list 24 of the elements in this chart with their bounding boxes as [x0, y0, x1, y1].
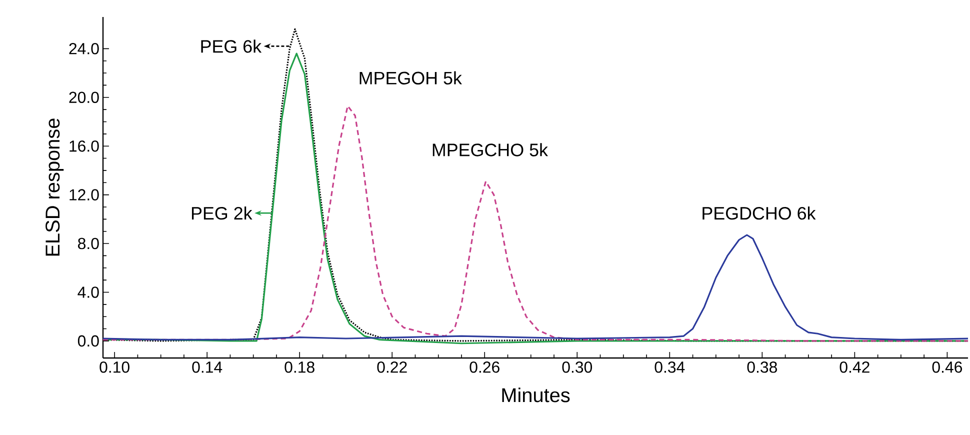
x-tick-label: 0.38 — [747, 362, 777, 373]
annotation: MPEGCHO 5k — [432, 143, 548, 156]
x-tick-label: 0.42 — [840, 362, 870, 373]
x-tick-label: 0.18 — [284, 362, 314, 373]
y-tick-label: 0.0 — [78, 335, 99, 347]
x-tick-label: 0.46 — [932, 362, 962, 373]
annotation: MPEGOH 5k — [360, 71, 462, 84]
x-tick-label: 0.30 — [562, 362, 592, 373]
x-tick-label: 0.10 — [100, 362, 130, 373]
y-axis-title: ELSD response — [46, 118, 64, 256]
x-tick-label: 0.26 — [470, 362, 500, 373]
y-tick-label: 16.0 — [70, 140, 99, 152]
y-tick-label: 4.0 — [78, 286, 99, 298]
x-tick-label: 0.34 — [654, 362, 685, 373]
annotation: PEGDCHO 6k — [702, 206, 816, 220]
y-tick-label: 8.0 — [78, 238, 99, 250]
y-tick-label: 12.0 — [70, 189, 99, 200]
x-tick-label: 0.14 — [192, 362, 222, 373]
y-tick-label: 20.0 — [69, 92, 99, 104]
x-axis-title: Minutes — [502, 388, 570, 402]
y-tick-label: 24.0 — [69, 43, 99, 54]
annotation: PEG 2k — [192, 206, 252, 220]
annotation: PEG 6k — [201, 40, 262, 53]
x-tick-label: 0.22 — [377, 362, 407, 373]
